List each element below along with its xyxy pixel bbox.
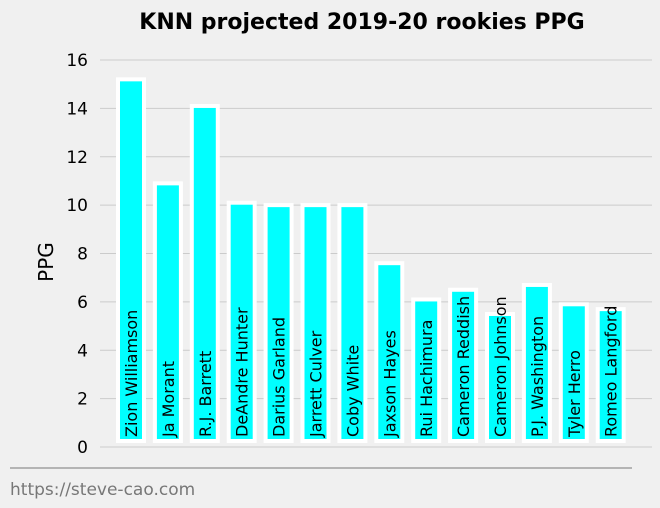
bar	[337, 203, 368, 443]
bar	[189, 103, 220, 444]
bar-label: Jarrett Culver	[307, 330, 326, 438]
footer-credit: https://steve-cao.com	[10, 480, 195, 500]
bar-label: Tyler Herro	[565, 350, 584, 438]
bar-label: Ja Morant	[159, 361, 178, 438]
y-tick-label: 4	[77, 341, 88, 361]
bar	[226, 200, 257, 443]
bar	[263, 203, 294, 443]
bar	[521, 282, 552, 443]
bar	[116, 77, 146, 443]
bar	[448, 287, 479, 443]
bar-label: Cameron Reddish	[454, 296, 473, 437]
y-tick-label: 2	[77, 390, 88, 410]
bar-label: Coby White	[343, 345, 362, 437]
y-tick-label: 6	[77, 293, 88, 313]
chart-title: KNN projected 2019-20 rookies PPG	[139, 10, 584, 35]
y-axis-label: PPG	[34, 242, 58, 282]
bar-label: R.J. Barrett	[196, 351, 215, 437]
y-tick-label: 16	[66, 51, 88, 71]
bar-labels: Zion Williamson Ja Morant R.J. Barrett DeAn…	[122, 296, 621, 438]
bar	[411, 297, 442, 443]
y-tick-label: 12	[66, 148, 88, 168]
bars	[116, 77, 626, 444]
bar-label: P.J. Washington	[528, 316, 547, 437]
bar	[485, 311, 515, 443]
y-tick-label: 0	[77, 438, 88, 458]
bar	[595, 307, 626, 443]
bar-label: Jaxson Hayes	[380, 330, 399, 438]
bar	[300, 203, 331, 443]
bar-label: Rui Hachimura	[417, 320, 436, 437]
y-axis-ticks: 0 2 4 6 8 10 12 14 16	[66, 51, 88, 458]
bar-label: Cameron Johnson	[491, 296, 510, 437]
bar	[152, 181, 183, 443]
bar-label: DeAndre Hunter	[233, 307, 252, 437]
bar-label: Romeo Langford	[602, 306, 621, 437]
bar-label: Zion Williamson	[122, 310, 141, 437]
y-tick-label: 14	[66, 99, 88, 119]
bar	[374, 261, 405, 443]
bar-label: Darius Garland	[270, 317, 289, 437]
y-tick-label: 8	[77, 245, 88, 265]
y-tick-label: 10	[66, 196, 88, 216]
bar	[558, 302, 589, 444]
